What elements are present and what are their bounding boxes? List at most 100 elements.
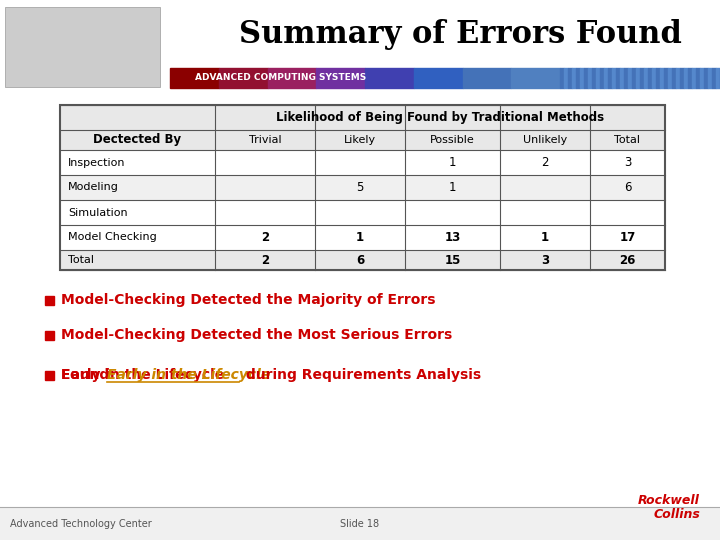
Bar	[219, 68, 268, 88]
Bar	[60, 250, 665, 270]
Bar	[604, 68, 608, 88]
Text: Likelihood of Being Found by Traditional Methods: Likelihood of Being Found by Traditional…	[276, 111, 604, 124]
Bar	[365, 68, 414, 88]
Bar	[60, 130, 665, 150]
Text: during Requirements Analysis: during Requirements Analysis	[241, 368, 481, 382]
Bar	[684, 68, 688, 88]
Bar	[692, 68, 696, 88]
Text: Summary of Errors Found: Summary of Errors Found	[238, 19, 681, 51]
Text: 1: 1	[449, 181, 456, 194]
Text: Found: Found	[61, 368, 114, 382]
Text: ADVANCED COMPUTING SYSTEMS: ADVANCED COMPUTING SYSTEMS	[195, 73, 366, 83]
Bar	[688, 68, 692, 88]
Text: Inspection: Inspection	[68, 158, 125, 167]
Bar	[704, 68, 708, 88]
Bar	[708, 68, 712, 88]
Text: 2: 2	[541, 156, 549, 169]
Bar	[616, 68, 620, 88]
Text: Dectected By: Dectected By	[94, 133, 181, 146]
Bar	[640, 68, 644, 88]
Text: Rockwell: Rockwell	[638, 494, 700, 507]
Bar	[696, 68, 700, 88]
Bar	[628, 68, 632, 88]
Bar	[60, 105, 665, 130]
Text: 3: 3	[541, 253, 549, 267]
Bar	[580, 68, 584, 88]
Text: Simulation: Simulation	[68, 207, 127, 218]
Text: 1: 1	[356, 231, 364, 244]
Bar	[45, 371, 54, 380]
Bar	[608, 68, 612, 88]
Text: Modeling: Modeling	[68, 183, 119, 192]
Text: Early in the Lifecycle: Early in the Lifecycle	[107, 368, 270, 382]
Bar	[644, 68, 648, 88]
Bar	[652, 68, 656, 88]
Bar	[716, 68, 720, 88]
Bar	[660, 68, 664, 88]
Text: 2: 2	[261, 253, 269, 267]
Text: Advanced Technology Center: Advanced Technology Center	[10, 519, 152, 529]
Text: 26: 26	[619, 253, 636, 267]
Bar	[268, 68, 316, 88]
Text: Likely: Likely	[344, 135, 376, 145]
Text: Collins: Collins	[653, 508, 700, 521]
Text: Unlikely: Unlikely	[523, 135, 567, 145]
Bar	[624, 68, 628, 88]
Text: 1: 1	[541, 231, 549, 244]
Text: Total: Total	[68, 255, 94, 265]
Bar	[636, 68, 640, 88]
Bar	[584, 68, 588, 88]
Bar	[576, 68, 580, 88]
Text: Model-Checking Detected the Majority of Errors: Model-Checking Detected the Majority of …	[61, 293, 436, 307]
Bar	[620, 68, 624, 88]
Text: 13: 13	[444, 231, 461, 244]
Bar	[511, 68, 560, 88]
Text: 15: 15	[444, 253, 461, 267]
Bar	[572, 68, 576, 88]
Bar	[560, 68, 564, 88]
Text: Model Checking: Model Checking	[68, 233, 157, 242]
Bar	[648, 68, 652, 88]
Bar	[612, 68, 616, 88]
Text: Slide 18: Slide 18	[341, 519, 379, 529]
Bar	[712, 68, 716, 88]
Text: Possible: Possible	[430, 135, 475, 145]
Bar	[588, 68, 592, 88]
Bar	[60, 225, 665, 250]
Bar	[60, 150, 665, 175]
Bar	[564, 68, 568, 88]
Bar	[5, 7, 160, 87]
Bar	[60, 175, 665, 200]
Bar	[60, 200, 665, 225]
Bar	[60, 105, 665, 270]
Bar	[676, 68, 680, 88]
Bar	[600, 68, 604, 88]
Bar	[170, 68, 219, 88]
Text: Total: Total	[614, 135, 641, 145]
Bar	[592, 68, 596, 88]
Bar	[700, 68, 704, 88]
Bar	[664, 68, 668, 88]
Bar	[0, 507, 720, 540]
Bar	[414, 68, 462, 88]
Bar	[45, 331, 54, 340]
Bar	[672, 68, 676, 88]
Text: 6: 6	[356, 253, 364, 267]
Bar	[632, 68, 636, 88]
Bar	[656, 68, 660, 88]
Bar	[316, 68, 365, 88]
Text: Early in the Lifecycle: Early in the Lifecycle	[61, 368, 224, 382]
Text: 1: 1	[449, 156, 456, 169]
Text: Trivial: Trivial	[248, 135, 282, 145]
Text: 2: 2	[261, 231, 269, 244]
Text: Model-Checking Detected the Most Serious Errors: Model-Checking Detected the Most Serious…	[61, 328, 452, 342]
Bar	[680, 68, 684, 88]
Bar	[45, 296, 54, 305]
Bar	[568, 68, 572, 88]
Text: 17: 17	[619, 231, 636, 244]
Bar	[668, 68, 672, 88]
Bar	[462, 68, 511, 88]
Text: 5: 5	[356, 181, 364, 194]
Text: 6: 6	[624, 181, 631, 194]
Text: 3: 3	[624, 156, 631, 169]
